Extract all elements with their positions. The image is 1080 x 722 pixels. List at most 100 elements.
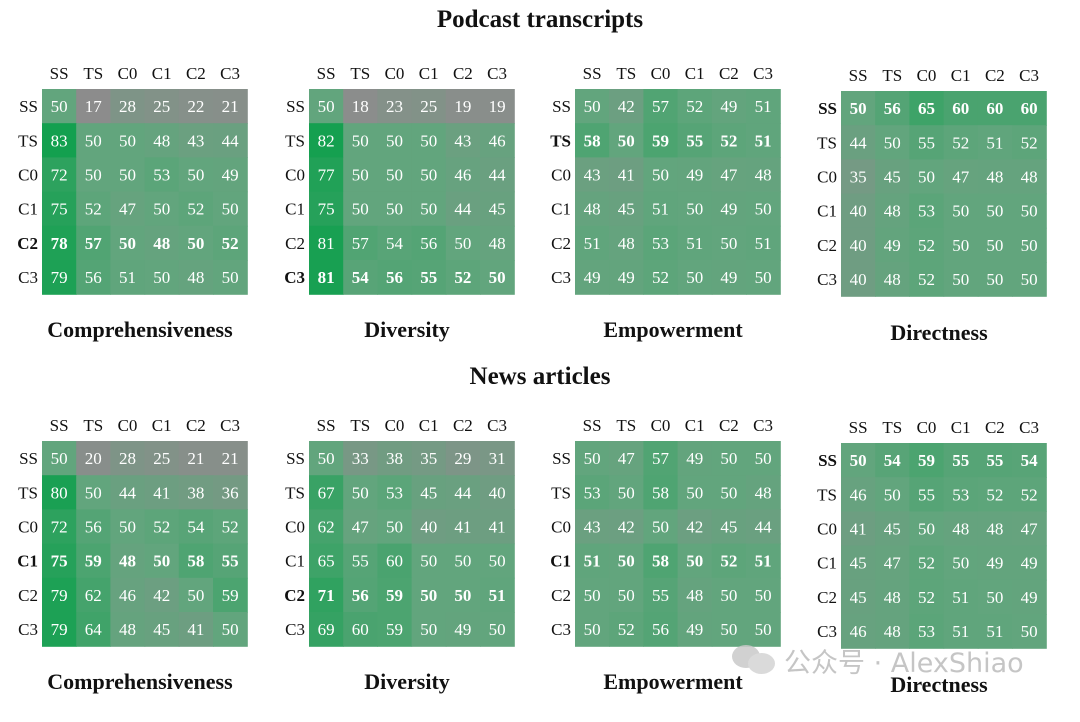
heatmap-cell bbox=[178, 475, 214, 510]
row-label-c3: C3 bbox=[817, 622, 837, 641]
cell-value: 50 bbox=[884, 485, 901, 504]
heatmap-cell bbox=[144, 441, 180, 476]
cell-value: 50 bbox=[652, 518, 669, 537]
cell-value: 49 bbox=[884, 236, 901, 255]
heatmap-cell bbox=[677, 157, 713, 193]
heatmap-cell bbox=[76, 260, 111, 295]
col-label-c3: C3 bbox=[487, 64, 507, 83]
heatmap-cell bbox=[480, 157, 515, 193]
heatmap-cell bbox=[875, 511, 910, 547]
cell-value: 48 bbox=[686, 586, 703, 605]
heatmap-cell bbox=[841, 227, 876, 263]
heatmap-cell bbox=[909, 91, 945, 126]
heatmap-cell bbox=[841, 125, 876, 160]
heatmap-cell bbox=[411, 260, 447, 295]
cell-value: 49 bbox=[686, 166, 703, 185]
cell-value: 51 bbox=[952, 588, 969, 607]
heatmap-svg: SS TS C0 C1 C2 C3 SS 50 56 65 60 60 60 TS 44 50 55 52 51 52… bbox=[817, 66, 1047, 297]
heatmap-caption: Empowerment bbox=[603, 317, 743, 342]
heatmap-cell bbox=[609, 191, 644, 227]
cell-value: 50 bbox=[850, 451, 867, 470]
cell-value: 54 bbox=[1021, 451, 1039, 470]
cell-value: 35 bbox=[420, 449, 437, 468]
cell-value: 50 bbox=[420, 200, 437, 219]
row-label-c1: C1 bbox=[285, 200, 305, 219]
heatmap-cell bbox=[480, 543, 515, 579]
heatmap-cell bbox=[144, 191, 180, 227]
col-label-ts: TS bbox=[882, 66, 902, 85]
cell-value: 50 bbox=[187, 166, 204, 185]
heatmap-cell bbox=[977, 579, 1013, 615]
cell-value: 50 bbox=[755, 268, 772, 287]
col-label-c0: C0 bbox=[651, 64, 671, 83]
heatmap-cell bbox=[609, 543, 644, 579]
heatmap-cell bbox=[909, 614, 945, 649]
cell-value: 57 bbox=[85, 234, 103, 253]
cell-value: 50 bbox=[119, 518, 136, 537]
col-label-c0: C0 bbox=[917, 66, 937, 85]
heatmap-cell bbox=[343, 225, 378, 261]
heatmap-cell bbox=[213, 225, 248, 261]
heatmap-cell bbox=[309, 441, 344, 476]
cell-value: 51 bbox=[755, 97, 772, 116]
heatmap-cell bbox=[677, 543, 713, 579]
heatmap-cell bbox=[76, 612, 111, 647]
heatmap-cell bbox=[445, 441, 481, 476]
heatmap-cell bbox=[144, 543, 180, 579]
heatmap-cell bbox=[677, 191, 713, 227]
cell-value: 45 bbox=[884, 168, 901, 187]
cell-value: 47 bbox=[352, 518, 370, 537]
heatmap-cell bbox=[875, 159, 910, 195]
cell-value: 65 bbox=[918, 99, 935, 118]
heatmap-cell bbox=[643, 441, 679, 476]
row-label-c1: C1 bbox=[17, 552, 38, 571]
cell-value: 45 bbox=[489, 200, 506, 219]
cell-value: 64 bbox=[85, 620, 103, 639]
cell-value: 56 bbox=[85, 518, 102, 537]
heatmap-cell bbox=[309, 157, 344, 193]
cell-value: 59 bbox=[386, 586, 403, 605]
row-label-ts: TS bbox=[817, 485, 837, 504]
cell-value: 44 bbox=[119, 483, 137, 502]
cell-value: 50 bbox=[119, 131, 136, 150]
heatmap-cell bbox=[213, 475, 248, 510]
cell-value: 31 bbox=[489, 449, 506, 468]
heatmap-cell bbox=[943, 511, 979, 547]
heatmap-cell bbox=[841, 579, 876, 615]
heatmap-cell bbox=[977, 511, 1013, 547]
cell-value: 50 bbox=[952, 554, 969, 573]
heatmap-cell bbox=[411, 543, 447, 579]
heatmap-cell bbox=[445, 260, 481, 295]
col-label-c0: C0 bbox=[118, 64, 138, 83]
cell-value: 50 bbox=[187, 234, 204, 253]
heatmap-cell bbox=[841, 477, 876, 512]
cell-value: 51 bbox=[686, 234, 703, 253]
row-label-c0: C0 bbox=[551, 166, 571, 185]
cell-value: 29 bbox=[454, 449, 471, 468]
heatmap-cell bbox=[875, 193, 910, 229]
row-label-c2: C2 bbox=[817, 236, 837, 255]
cell-value: 48 bbox=[755, 483, 772, 502]
heatmap-cell bbox=[110, 123, 146, 158]
heatmap-news-empowerment: SS TS C0 C1 C2 C3 SS 50 47 57 49 50 50 TS 53 50 58 50 50 48… bbox=[533, 410, 803, 720]
cell-value: 75 bbox=[318, 200, 335, 219]
heatmap-cell bbox=[677, 260, 713, 295]
heatmap-cell bbox=[309, 89, 344, 124]
heatmap-cell bbox=[480, 225, 515, 261]
cell-value: 55 bbox=[686, 131, 703, 150]
cell-value: 42 bbox=[153, 586, 170, 605]
cell-value: 53 bbox=[386, 483, 403, 502]
cell-value: 53 bbox=[584, 483, 601, 502]
row-label-c3: C3 bbox=[551, 268, 571, 287]
col-label-ts: TS bbox=[616, 416, 636, 435]
heatmap-cell bbox=[144, 157, 180, 193]
heatmap-cell bbox=[909, 262, 945, 297]
cell-value: 50 bbox=[618, 131, 635, 150]
cell-value: 50 bbox=[618, 586, 635, 605]
row-label-ss: SS bbox=[286, 449, 305, 468]
row-label-c3: C3 bbox=[285, 620, 305, 639]
cell-value: 52 bbox=[686, 97, 703, 116]
heatmap-cell bbox=[445, 475, 481, 510]
heatmap-cell bbox=[480, 475, 515, 510]
heatmap-cell bbox=[711, 509, 747, 545]
